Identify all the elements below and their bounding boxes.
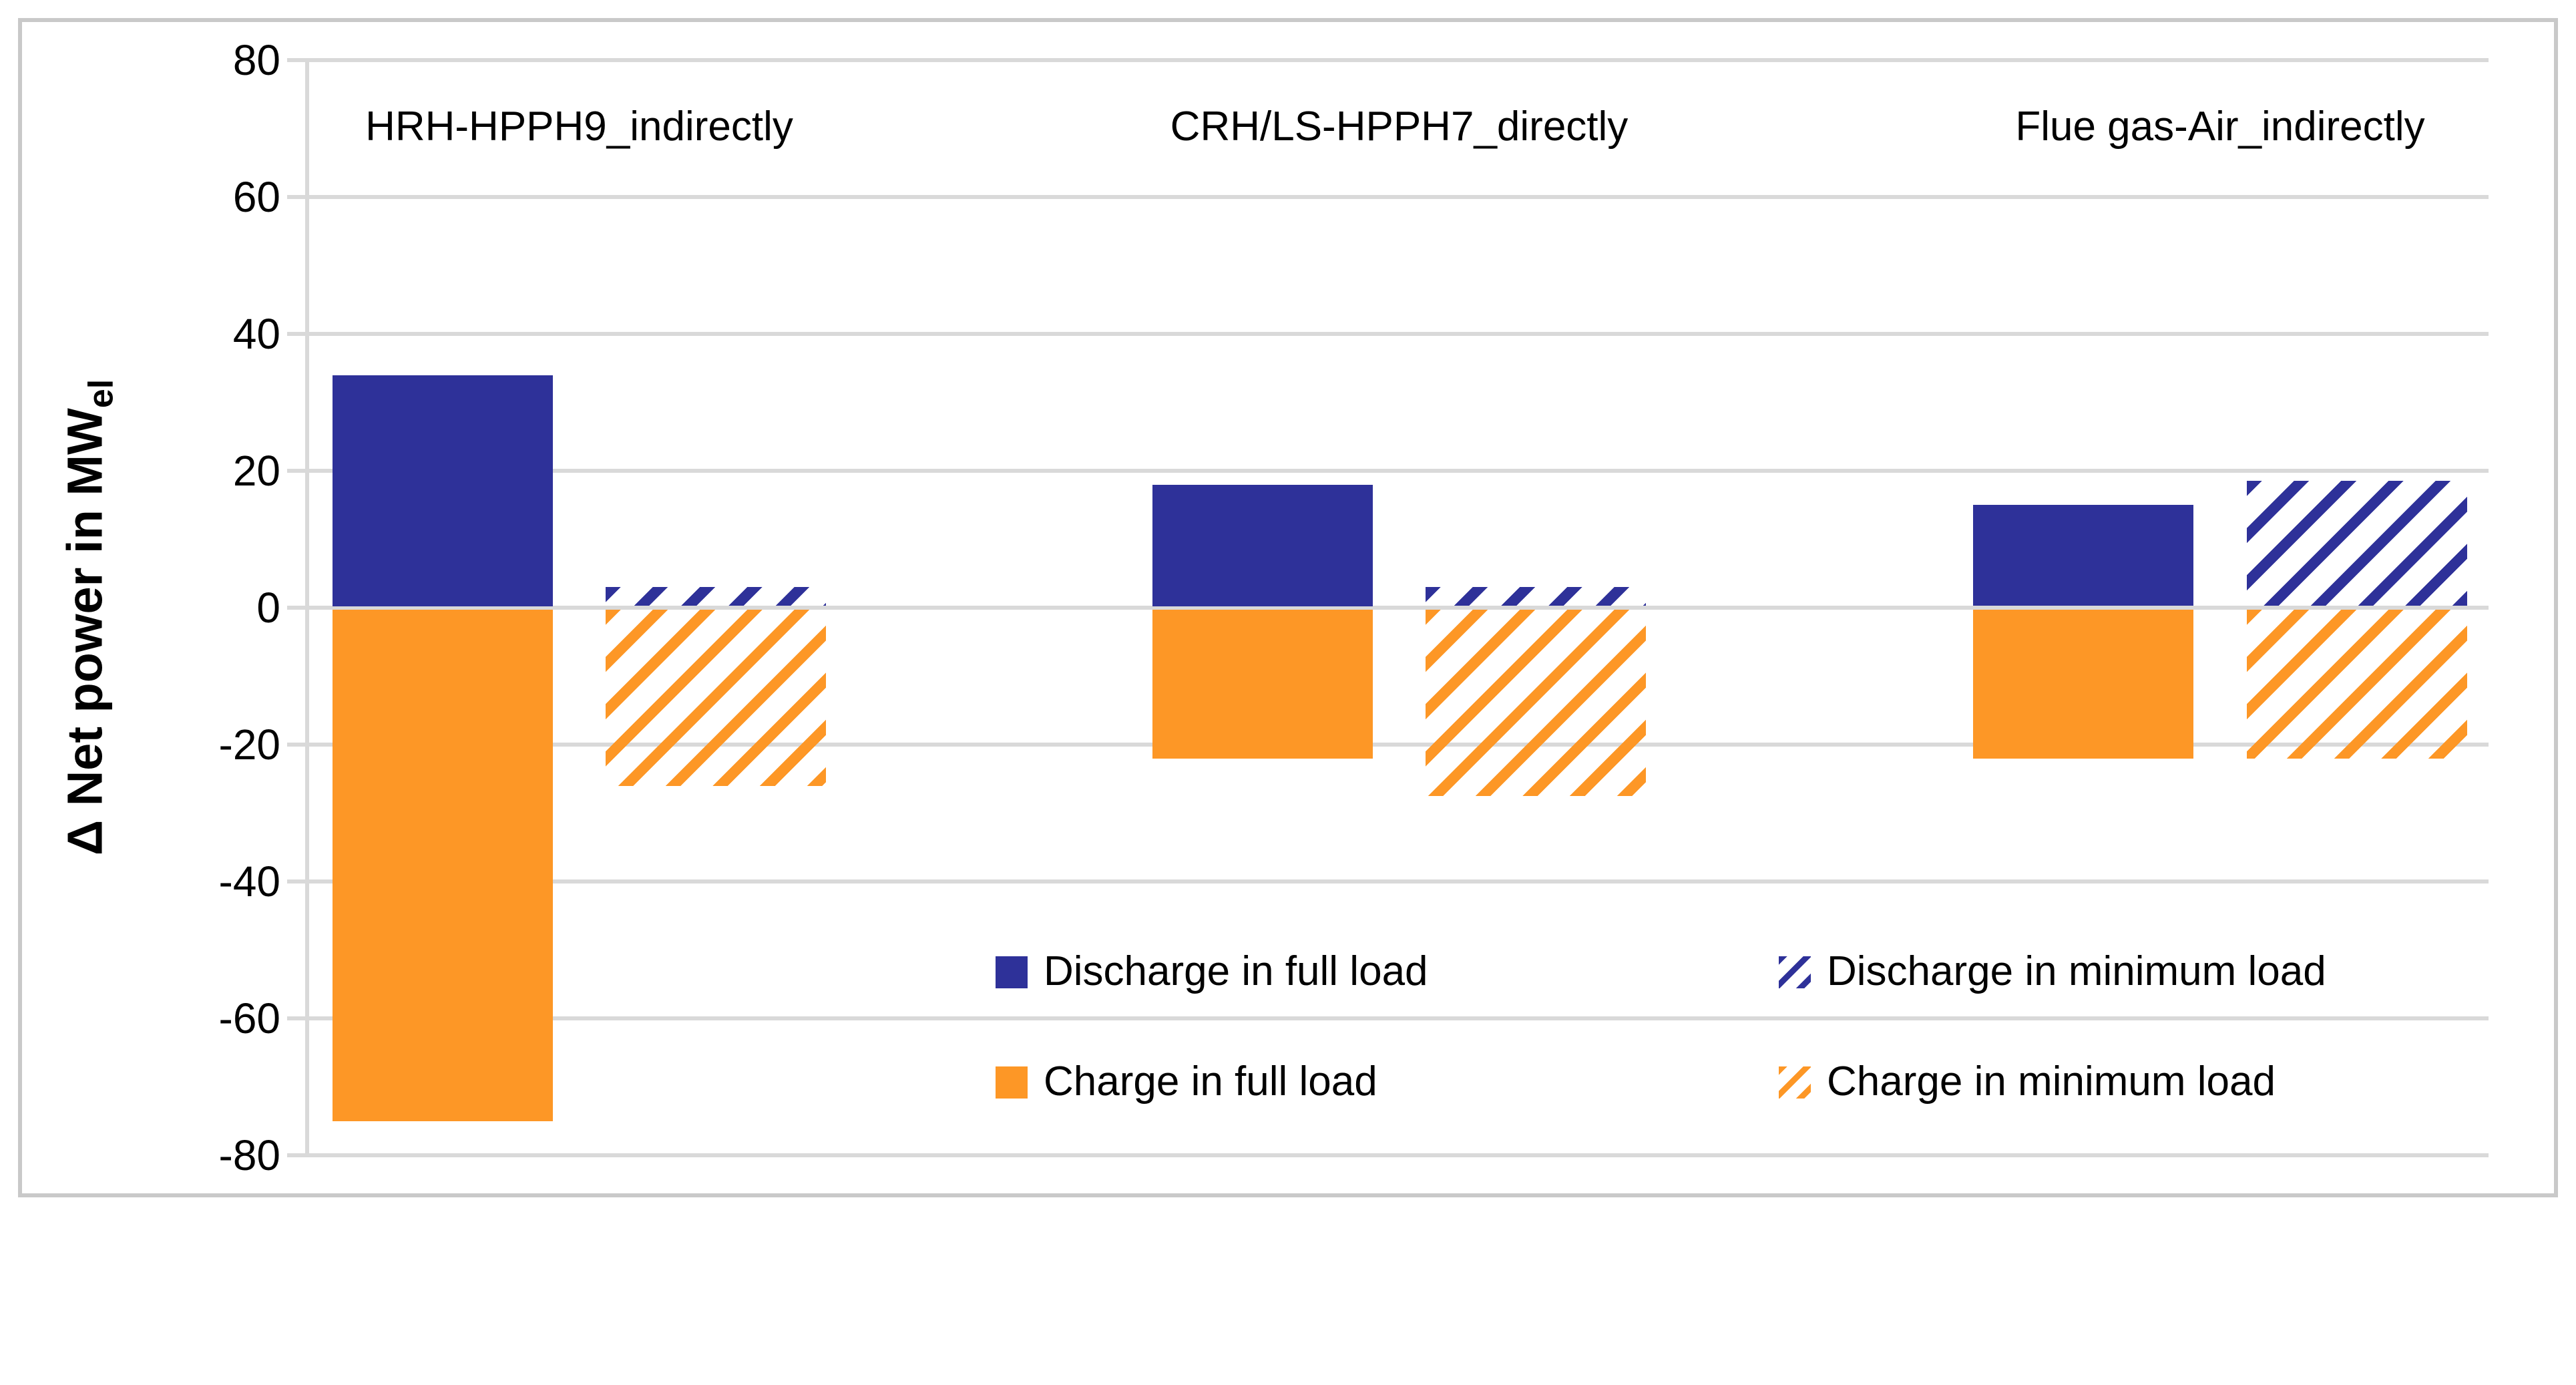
bar-charge-in-minimum-load-group2 [1426, 610, 1646, 796]
bar-discharge-in-minimum-load-group1 [606, 587, 826, 606]
y-axis-tick-20 [287, 469, 307, 473]
gridline-y--60 [307, 1016, 2489, 1020]
gridline-y--20 [307, 743, 2489, 747]
category-label-3: Flue gas-Air_indirectly [2015, 104, 2425, 150]
bar-charge-in-minimum-load-group3 [2247, 610, 2467, 759]
plot-area: 80 60 40 20 0 -20 -40 -60 -80 HRH-HPPH9_indirectl… [22, 22, 2554, 1193]
bar-charge-in-full-load-group1 [333, 610, 553, 1121]
y-tick-label: -20 [218, 721, 281, 769]
bar-charge-in-minimum-load-group1 [606, 610, 826, 786]
gridline-y--80 [307, 1153, 2489, 1157]
bar-discharge-in-full-load-group1 [333, 375, 553, 606]
bar-charge-in-full-load-group2 [1152, 610, 1373, 759]
y-axis-tick-40 [287, 332, 307, 336]
legend-label-discharge-in-full-load: Discharge in full load [1044, 948, 1428, 994]
y-tick-label: -40 [218, 857, 281, 906]
y-axis-tick--60 [287, 1016, 307, 1020]
gridline-y-80 [307, 58, 2489, 62]
legend-label-charge-in-full-load: Charge in full load [1044, 1058, 1377, 1105]
y-axis-title-text: Δ Net power in MW [57, 408, 113, 856]
gridline-y-20 [307, 469, 2489, 473]
y-axis-line [305, 58, 309, 1157]
y-axis-tick-0 [287, 606, 307, 610]
y-axis-tick--80 [287, 1153, 307, 1157]
legend-swatch-discharge-in-minimum-load [1779, 956, 1811, 988]
category-label-1: HRH-HPPH9_indirectly [365, 104, 793, 150]
chart-outer-border: 80 60 40 20 0 -20 -40 -60 -80 HRH-HPPH9_indirectl… [18, 18, 2558, 1197]
y-axis-title: Δ Net power in MWel [57, 0, 122, 1385]
legend-label-charge-in-minimum-load: Charge in minimum load [1827, 1058, 2276, 1105]
legend-swatch-discharge-in-full-load [996, 956, 1028, 988]
bar-discharge-in-full-load-group3 [1973, 505, 2193, 606]
y-tick-label: 40 [232, 310, 280, 358]
bar-discharge-in-minimum-load-group2 [1426, 587, 1646, 606]
legend-label-discharge-in-minimum-load: Discharge in minimum load [1827, 948, 2326, 994]
y-axis-tick--40 [287, 879, 307, 883]
y-tick-label: 0 [256, 584, 280, 632]
category-label-2: CRH/LS-HPPH7_directly [1170, 104, 1629, 150]
y-axis-title-subscript: el [81, 379, 121, 409]
legend-swatch-charge-in-minimum-load [1779, 1066, 1811, 1099]
bar-discharge-in-full-load-group2 [1152, 485, 1373, 606]
gridline-y-40 [307, 332, 2489, 336]
y-axis-tick-80 [287, 58, 307, 62]
legend-swatch-charge-in-full-load [996, 1066, 1028, 1099]
y-tick-label: 80 [232, 36, 280, 84]
chart-screenshot: { "figure": { "background": "#ffffff", "… [18, 18, 2558, 1197]
y-tick-label: 20 [232, 447, 280, 495]
gridline-y--40 [307, 879, 2489, 883]
gridline-y-0 [307, 606, 2489, 610]
gridline-y-60 [307, 195, 2489, 199]
bar-discharge-in-minimum-load-group3 [2247, 481, 2467, 606]
bar-charge-in-full-load-group3 [1973, 610, 2193, 759]
y-tick-label: 60 [232, 173, 280, 221]
y-axis-tick--20 [287, 743, 307, 747]
y-axis-tick-60 [287, 195, 307, 199]
y-tick-label: -80 [218, 1131, 281, 1179]
y-tick-label: -60 [218, 994, 281, 1042]
